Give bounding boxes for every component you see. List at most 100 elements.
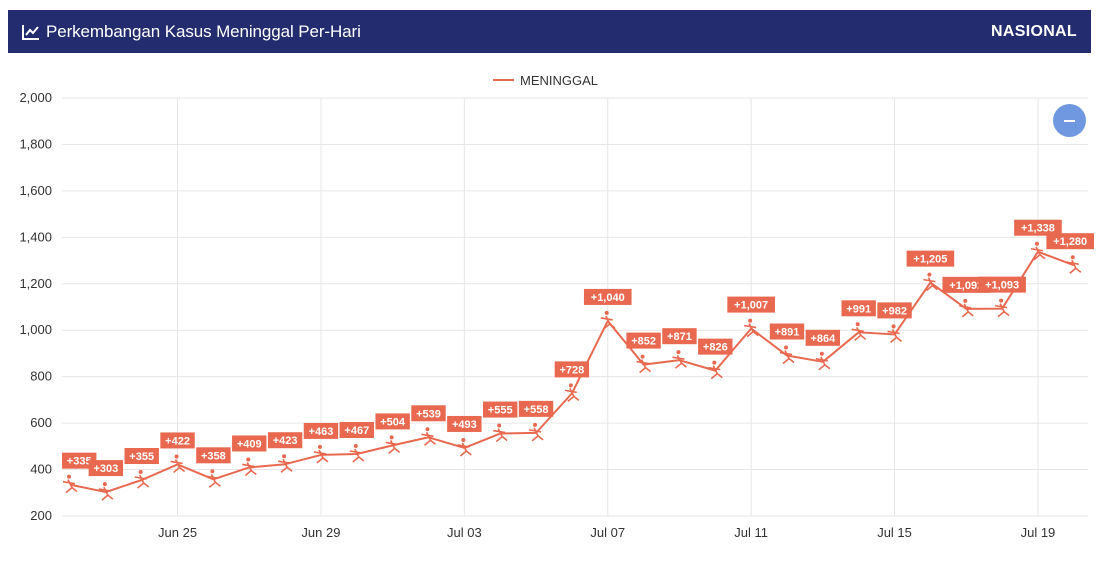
data-label: +1,205 bbox=[913, 254, 947, 266]
data-point[interactable] bbox=[994, 298, 1010, 318]
data-point[interactable] bbox=[779, 345, 795, 365]
data-label: +355 bbox=[129, 451, 154, 463]
data-label-bg bbox=[267, 432, 303, 449]
data-label-bg bbox=[554, 361, 590, 378]
zoom-out-button[interactable] bbox=[1053, 104, 1086, 137]
data-label: +1,280 bbox=[1053, 236, 1087, 248]
y-tick-label: 1,200 bbox=[19, 276, 52, 291]
data-label: +467 bbox=[344, 425, 369, 437]
data-point[interactable] bbox=[528, 422, 544, 442]
y-tick-label: 1,600 bbox=[19, 183, 52, 198]
y-tick-label: 1,000 bbox=[19, 322, 52, 337]
data-point[interactable] bbox=[134, 470, 150, 489]
chart-title: Perkembangan Kasus Meninggal Per-Hari bbox=[46, 21, 361, 41]
x-tick-label: Jun 25 bbox=[158, 525, 197, 540]
data-label-bg bbox=[626, 332, 661, 349]
y-tick-label: 400 bbox=[30, 462, 52, 477]
header-title-group: Perkembangan Kasus Meninggal Per-Hari bbox=[22, 22, 361, 42]
line-chart-icon bbox=[22, 24, 39, 40]
data-point[interactable] bbox=[62, 474, 78, 494]
data-point[interactable] bbox=[959, 298, 974, 318]
data-point[interactable] bbox=[672, 350, 687, 369]
data-label-bg bbox=[769, 323, 805, 340]
data-label-bg bbox=[978, 276, 1026, 293]
data-label-bg bbox=[1046, 233, 1094, 250]
data-label: +728 bbox=[560, 364, 585, 376]
minus-icon bbox=[1064, 119, 1075, 122]
data-point[interactable] bbox=[493, 423, 508, 443]
y-tick-label: 1,400 bbox=[19, 229, 52, 244]
data-label: +871 bbox=[667, 331, 692, 343]
data-point[interactable] bbox=[206, 469, 221, 488]
data-label: +303 bbox=[93, 463, 118, 475]
y-tick-label: 1,800 bbox=[19, 136, 52, 151]
data-point[interactable] bbox=[98, 482, 114, 501]
x-tick-label: Jun 29 bbox=[301, 525, 340, 540]
legend-label: MENINGGAL bbox=[520, 73, 598, 88]
data-label-bg bbox=[942, 276, 991, 293]
x-tick-label: Jul 07 bbox=[590, 525, 625, 540]
data-label-bg bbox=[662, 328, 697, 345]
data-point[interactable] bbox=[385, 435, 401, 455]
data-point[interactable] bbox=[636, 354, 652, 374]
chart-header: Perkembangan Kasus Meninggal Per-Hari NA… bbox=[8, 10, 1091, 53]
data-label-bg bbox=[906, 250, 955, 267]
data-label-bg bbox=[805, 329, 841, 346]
data-label: +891 bbox=[775, 327, 800, 339]
x-tick-label: Jul 03 bbox=[447, 525, 482, 540]
data-point[interactable] bbox=[242, 457, 257, 477]
y-tick-label: 600 bbox=[30, 415, 52, 430]
data-point[interactable] bbox=[744, 318, 759, 338]
data-point[interactable] bbox=[457, 437, 472, 457]
data-label-bg bbox=[160, 432, 195, 449]
data-label: +504 bbox=[380, 416, 406, 428]
data-label-bg bbox=[411, 405, 446, 422]
data-label-bg bbox=[339, 421, 374, 438]
data-label: +555 bbox=[488, 405, 513, 417]
data-point[interactable] bbox=[923, 272, 938, 292]
data-label: +1,007 bbox=[734, 300, 768, 312]
data-label: +1,040 bbox=[591, 292, 625, 304]
data-point[interactable] bbox=[887, 324, 903, 344]
data-label: +422 bbox=[165, 435, 190, 447]
data-label: +335 bbox=[67, 456, 92, 468]
chart-area: 200 400 600 800 1,000 1,200 1,400 1,600 1,800 2,0… bbox=[0, 60, 1097, 556]
data-label-bg bbox=[727, 296, 775, 313]
data-label-bg bbox=[1014, 219, 1062, 236]
data-point[interactable] bbox=[708, 360, 723, 380]
data-label-bg bbox=[196, 447, 231, 464]
data-point[interactable] bbox=[277, 454, 293, 473]
data-label: +852 bbox=[631, 336, 656, 348]
data-label-bg bbox=[62, 452, 97, 469]
scope-label: NASIONAL bbox=[991, 22, 1077, 40]
data-point[interactable] bbox=[313, 444, 329, 464]
data-label-bg bbox=[447, 415, 482, 432]
data-label: +1,093 bbox=[985, 280, 1019, 292]
data-point[interactable] bbox=[1030, 241, 1046, 261]
data-point[interactable] bbox=[851, 322, 867, 341]
data-point[interactable] bbox=[1066, 255, 1082, 274]
y-tick-label: 800 bbox=[30, 369, 52, 384]
data-label-bg bbox=[88, 460, 124, 477]
data-label-bg bbox=[124, 448, 159, 465]
data-label-bg bbox=[303, 422, 339, 439]
data-label: +558 bbox=[524, 404, 549, 416]
data-point[interactable] bbox=[564, 383, 580, 403]
data-point[interactable] bbox=[600, 310, 616, 330]
data-label: +1,092 bbox=[949, 280, 983, 292]
data-label: +423 bbox=[273, 435, 298, 447]
data-label: +358 bbox=[201, 450, 226, 462]
data-label: +493 bbox=[452, 419, 477, 431]
data-point[interactable] bbox=[421, 427, 436, 446]
data-label: +1,338 bbox=[1021, 223, 1055, 235]
data-point[interactable] bbox=[815, 351, 831, 371]
data-label: +864 bbox=[810, 333, 836, 345]
data-label: +539 bbox=[416, 408, 441, 420]
y-tick-label: 200 bbox=[30, 508, 52, 523]
data-label-bg bbox=[375, 413, 410, 430]
data-label: +991 bbox=[846, 303, 871, 315]
data-point[interactable] bbox=[349, 443, 365, 463]
data-point[interactable] bbox=[170, 454, 186, 474]
data-label: +982 bbox=[882, 305, 907, 317]
y-tick-label: 2,000 bbox=[19, 90, 52, 105]
